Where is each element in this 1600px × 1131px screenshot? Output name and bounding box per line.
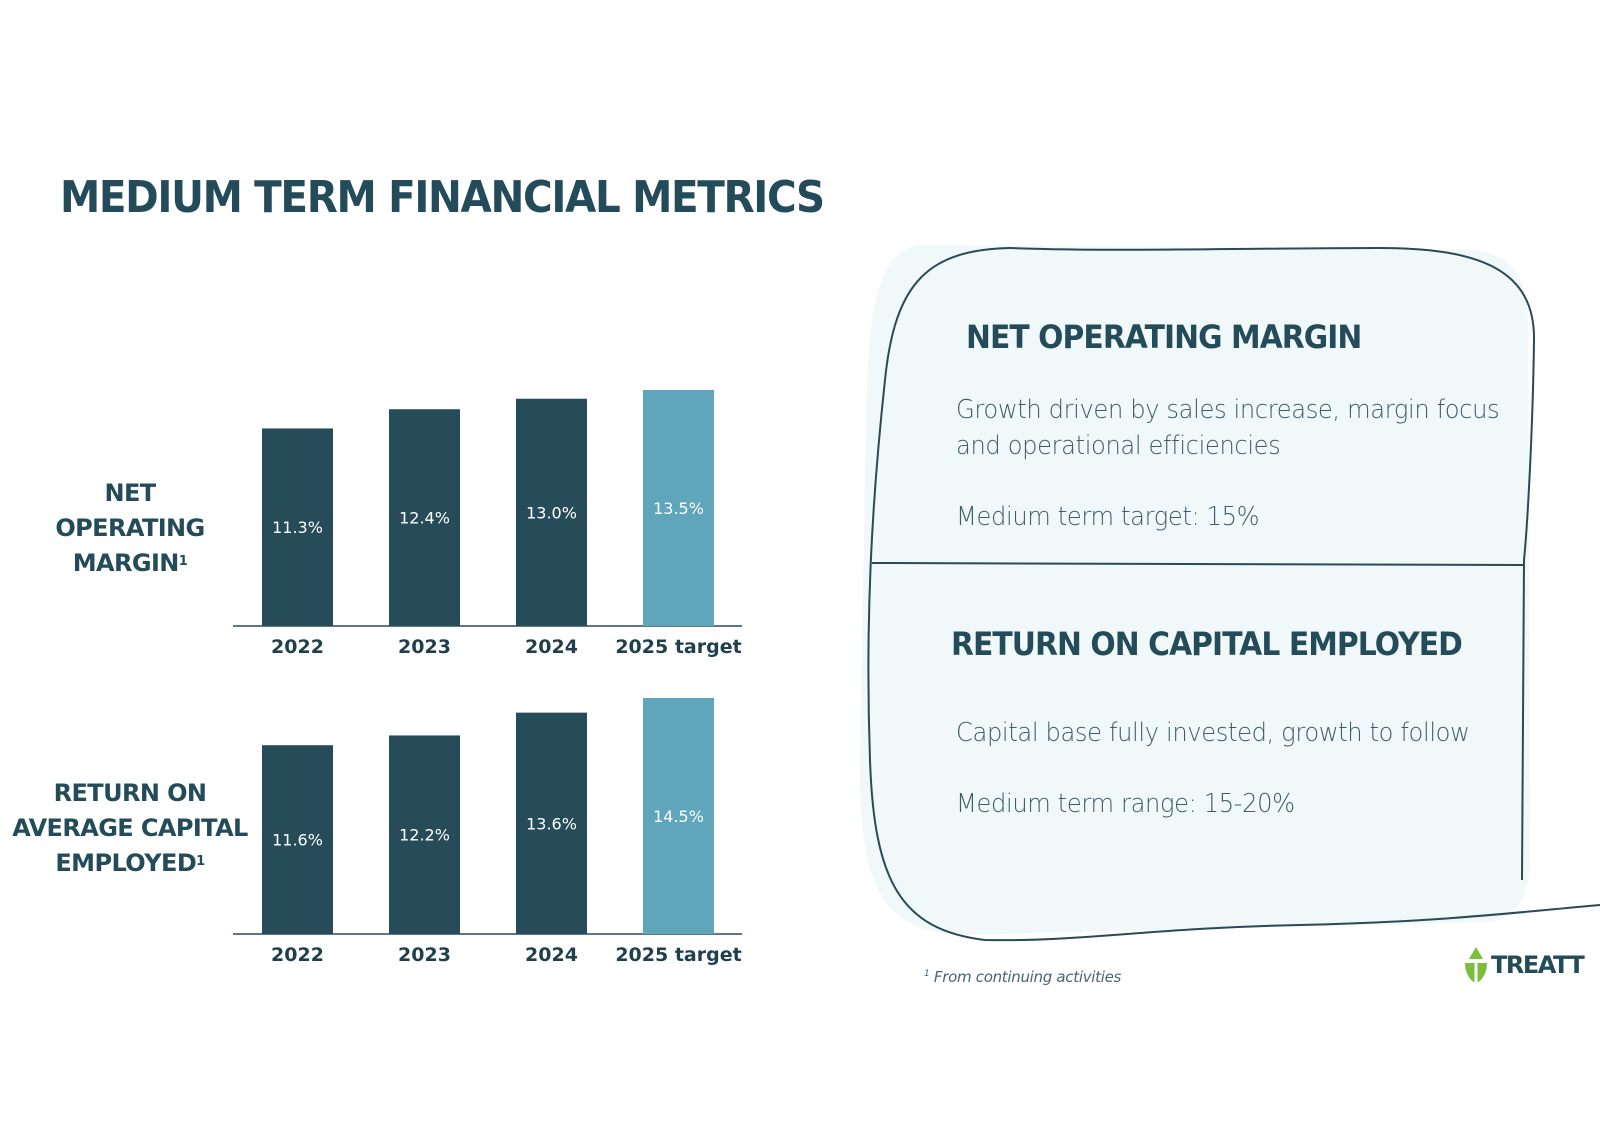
panel-divider — [871, 562, 1526, 566]
footnote-marker: 1 — [924, 969, 930, 979]
section2-text: Capital base fully invested, growth to f… — [956, 718, 1470, 748]
bar-2024 — [516, 712, 587, 934]
logo-text: TREATT — [1491, 951, 1585, 979]
bar-value-label: 13.5% — [653, 499, 704, 518]
panel-border-top — [1009, 246, 1536, 881]
bar-2023 — [389, 735, 460, 934]
page-title: MEDIUM TERM FINANCIAL METRICS — [60, 172, 825, 223]
section1-target: Medium term target: 15% — [956, 502, 1260, 532]
bar-value-label: 13.6% — [526, 814, 577, 833]
metric-label-margin-l1: NET — [104, 479, 156, 507]
bar-value-label: 11.6% — [272, 831, 323, 850]
bar-value-label: 12.2% — [399, 826, 450, 845]
metric-label-roce-l2: AVERAGE CAPITAL — [12, 814, 248, 842]
category-label: 2025 target — [615, 636, 741, 658]
section1-line1: Growth driven by sales increase, margin … — [956, 395, 1500, 425]
metric-label-roce-l1: RETURN ON — [53, 779, 207, 807]
bar-value-label: 13.0% — [526, 503, 577, 522]
bar-2022 — [262, 745, 333, 934]
bar-value-label: 11.3% — [272, 518, 323, 537]
category-label: 2022 — [271, 636, 324, 658]
footnote-ref: 1 — [178, 554, 188, 569]
bar-2023 — [389, 409, 460, 626]
category-label: 2024 — [525, 636, 578, 658]
bar-2022 — [262, 428, 333, 626]
category-label: 2024 — [525, 944, 578, 966]
footnote-text: From continuing activities — [933, 968, 1122, 986]
metric-label-margin-l3: MARGIN — [72, 549, 180, 577]
section2-heading: RETURN ON CAPITAL EMPLOYED — [951, 625, 1463, 663]
metric-label-margin: NET OPERATING MARGIN1 — [40, 476, 220, 581]
bar-value-label: 14.5% — [653, 807, 704, 826]
section1-heading: NET OPERATING MARGIN — [966, 318, 1362, 356]
category-label: 2023 — [398, 944, 451, 966]
bar-value-label: 12.4% — [399, 509, 450, 528]
section1-text: Growth driven by sales increase, margin … — [956, 392, 1500, 464]
metric-label-margin-l2: OPERATING — [55, 514, 205, 542]
metric-label-roce-l3: EMPLOYED — [55, 849, 197, 877]
section2-range: Medium term range: 15-20% — [956, 789, 1295, 819]
footnote: 1 From continuing activities — [924, 968, 1121, 986]
treatt-logo: TREATT — [1463, 945, 1585, 985]
category-label: 2023 — [398, 636, 451, 658]
category-label: 2022 — [271, 944, 324, 966]
bar-2025-target — [643, 698, 714, 934]
section1-line2: and operational efficiencies — [956, 431, 1281, 461]
category-label: 2025 target — [615, 944, 741, 966]
bar-2024 — [516, 398, 587, 626]
footnote-ref: 1 — [196, 854, 205, 869]
panel-fill — [859, 245, 1530, 935]
metric-label-roce: RETURN ON AVERAGE CAPITAL EMPLOYED1 — [10, 776, 250, 881]
panel-border — [867, 247, 1600, 942]
leaf-droplet-icon — [1465, 947, 1487, 983]
bar-2025-target — [643, 390, 714, 626]
